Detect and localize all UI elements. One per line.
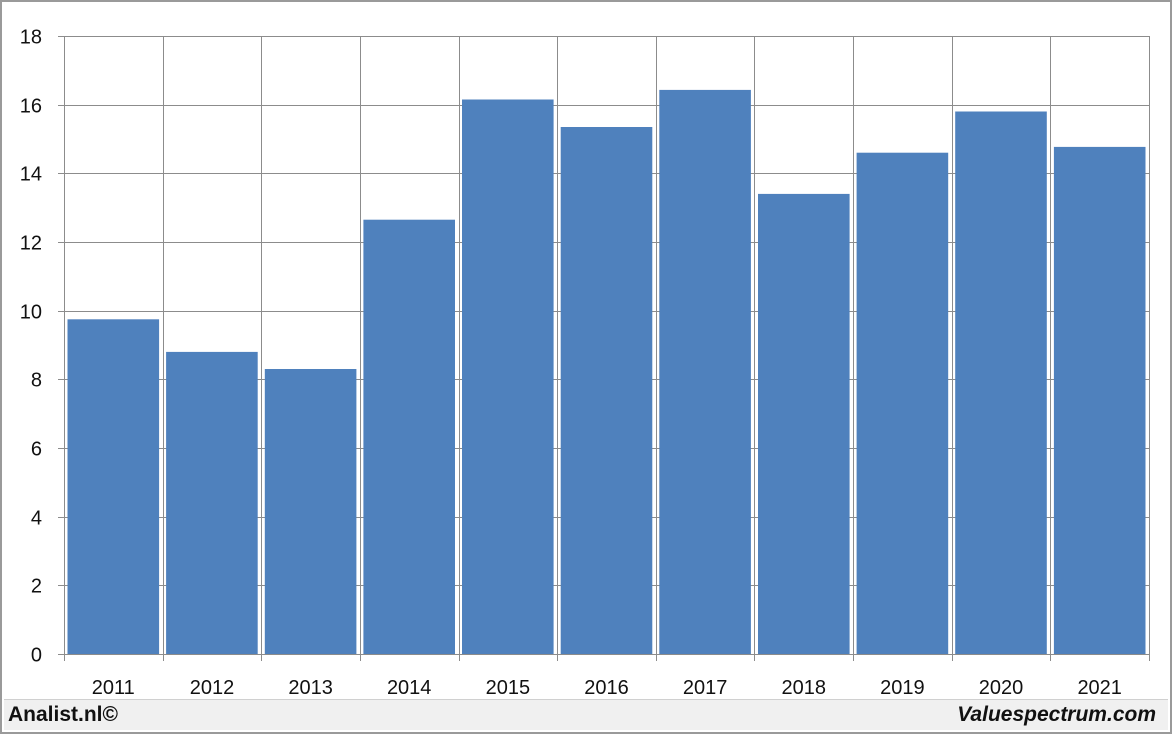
bar-2021 — [1053, 146, 1146, 654]
y-tick-label: 8 — [31, 370, 42, 392]
footer-source-left: Analist.nl© — [8, 703, 118, 726]
y-tick-label: 2 — [31, 576, 42, 598]
x-tick-label: 2019 — [880, 677, 925, 699]
x-tick-label: 2013 — [288, 677, 333, 699]
y-tick-label: 12 — [20, 233, 42, 255]
footer-bar: Analist.nl© Valuespectrum.com — [4, 699, 1168, 730]
x-tick-labels: 2011 2012 2013 2014 2015 2016 2017 2018 2019 2020… — [92, 677, 1122, 699]
x-tick-label: 2014 — [387, 677, 432, 699]
x-tick-label: 2020 — [979, 677, 1024, 699]
y-tick-label: 10 — [20, 302, 42, 324]
x-tick-label: 2015 — [486, 677, 531, 699]
x-tick-label: 2018 — [782, 677, 827, 699]
y-tick-label: 0 — [31, 645, 42, 667]
y-tick-label: 16 — [20, 96, 42, 118]
axes — [64, 36, 1149, 655]
footer-source-right: Valuespectrum.com — [957, 703, 1156, 726]
bar-2012 — [166, 351, 258, 654]
y-tick-label: 18 — [20, 27, 42, 49]
x-tick-label: 2012 — [190, 677, 235, 699]
bar-2011 — [67, 319, 160, 655]
y-tick-labels: 0 2 4 6 8 10 12 14 16 18 — [20, 27, 42, 667]
bar-2013 — [264, 369, 357, 654]
bar-2019 — [856, 152, 949, 654]
y-tick-label: 6 — [31, 439, 42, 461]
bar-2017 — [659, 89, 751, 654]
x-tick-label: 2017 — [683, 677, 728, 699]
bar-2018 — [758, 193, 850, 654]
x-tick-label: 2011 — [92, 677, 135, 699]
bar-2020 — [955, 111, 1047, 654]
x-tick-label: 2016 — [584, 677, 629, 699]
y-tick-label: 14 — [20, 164, 42, 186]
bar-2015 — [462, 99, 554, 654]
bar-2016 — [560, 127, 653, 654]
y-tick-label: 4 — [31, 508, 42, 530]
bar-2014 — [363, 219, 455, 654]
bars — [67, 89, 1146, 655]
x-tick-label: 2021 — [1077, 677, 1122, 699]
